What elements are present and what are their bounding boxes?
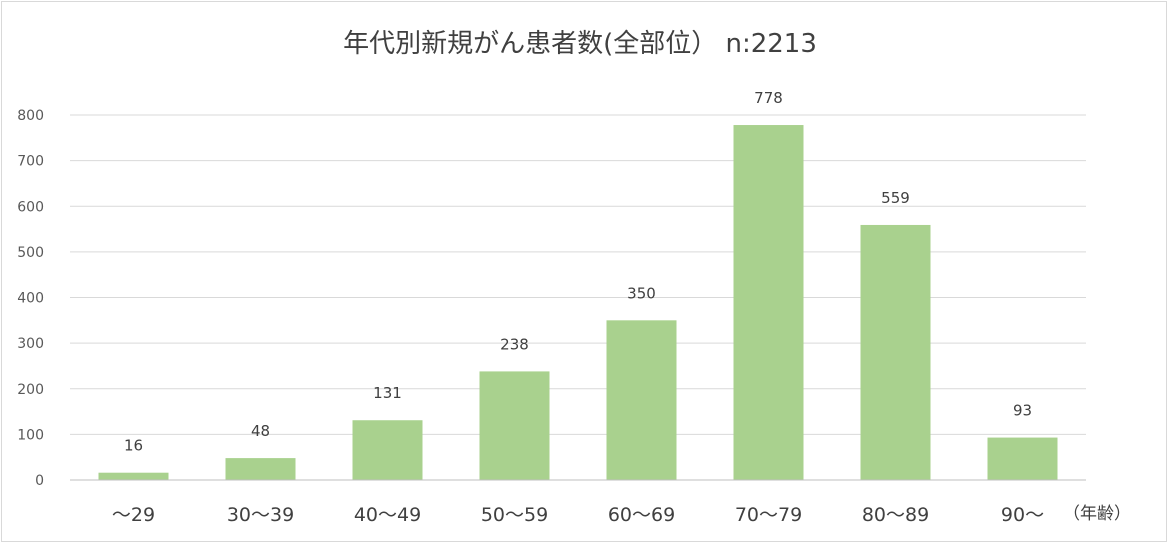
bar-value-label: 778 (754, 89, 783, 107)
x-tick-label: 80～89 (862, 504, 929, 526)
y-tick-label: 100 (17, 427, 44, 443)
bar-value-label: 559 (881, 189, 910, 207)
bar (225, 458, 296, 480)
x-axis-label: （年齢） (1063, 504, 1131, 524)
y-tick-label: 300 (17, 336, 44, 352)
x-tick-label: 40～49 (354, 504, 421, 526)
y-tick-label: 600 (17, 199, 44, 215)
bar-value-label: 350 (627, 284, 656, 302)
chart-title: 年代別新規がん患者数(全部位） n:2213 (343, 29, 817, 59)
bar (479, 371, 550, 480)
x-tick-label: 30～39 (227, 504, 294, 526)
data-labels: 16 48 131 238 350 778 559 93 (124, 89, 1032, 455)
bar (98, 472, 169, 480)
gridlines (70, 114, 1086, 435)
bar-value-label: 93 (1013, 402, 1032, 420)
bar (352, 420, 423, 480)
bar-value-label: 48 (251, 422, 270, 440)
bar-value-label: 131 (373, 384, 402, 402)
x-tick-label: 90～ (1001, 504, 1044, 526)
y-tick-label: 200 (17, 382, 44, 398)
x-tick-label: 50～59 (481, 504, 548, 526)
bar-value-label: 238 (500, 335, 529, 353)
x-axis-ticks: ～29 30～39 40～49 50～59 60～69 70～79 80～89 90～ (112, 504, 1044, 526)
bar (860, 224, 931, 480)
bar-value-label: 16 (124, 437, 143, 455)
bar (987, 437, 1058, 480)
bars (98, 125, 1058, 480)
x-tick-label: ～29 (112, 504, 155, 526)
y-axis-ticks: 0 100 200 300 400 500 600 700 800 (17, 108, 44, 489)
y-tick-label: 0 (35, 473, 44, 489)
y-tick-label: 700 (17, 154, 44, 170)
x-tick-label: 70～79 (735, 504, 802, 526)
y-tick-label: 500 (17, 245, 44, 261)
y-tick-label: 800 (17, 108, 44, 124)
x-tick-label: 60～69 (608, 504, 675, 526)
bar (733, 125, 804, 480)
y-tick-label: 400 (17, 291, 44, 307)
bar (606, 320, 677, 480)
